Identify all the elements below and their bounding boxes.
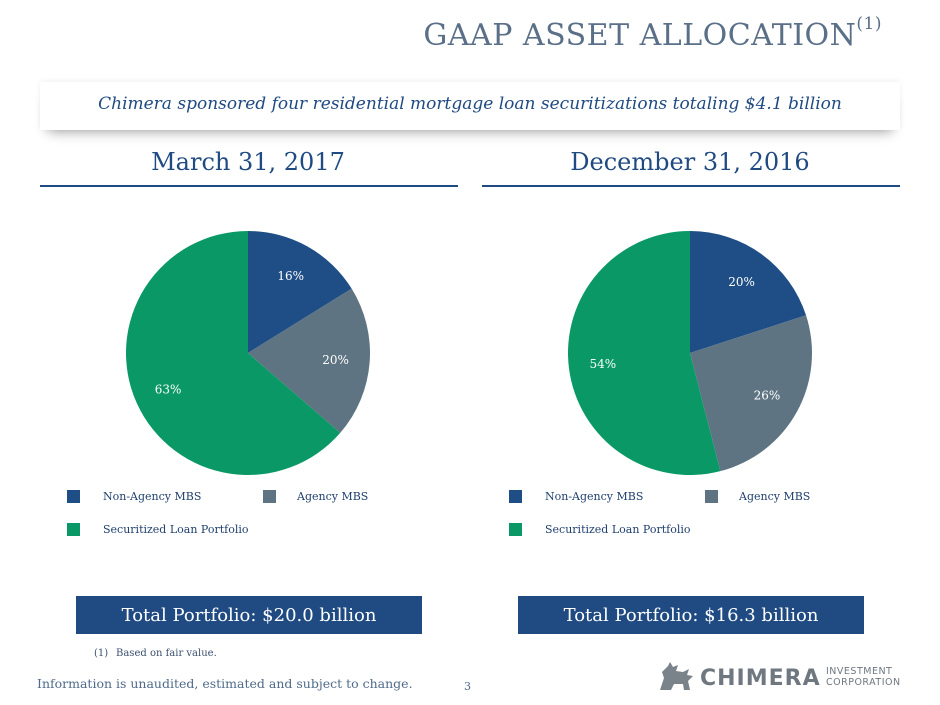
chart-1-title: March 31, 2017 [151,148,345,176]
slice-agency-mbs [690,315,812,472]
page-number: 3 [464,680,471,693]
legend-label: Agency MBS [739,490,811,503]
chart-1-rule [40,185,458,187]
footnote-text: Based on fair value. [116,648,217,659]
legend-label: Securitized Loan Portfolio [545,523,691,536]
legend-swatch [263,490,276,503]
data-label: 20% [322,353,349,367]
footnote: (1) Based on fair value. [94,648,217,659]
legend-label: Securitized Loan Portfolio [103,523,249,536]
pie-chart-march-2017: 16% 20% 63% [125,231,370,475]
chart-2-rule [482,185,900,187]
slice-securitized-loan-portfolio [125,231,341,475]
chart-2-title: December 31, 2016 [570,148,810,176]
chart-2-legend: Non-Agency MBS Agency MBS Securitized Lo… [480,488,900,548]
banner-text: Chimera sponsored four residential mortg… [98,94,842,114]
legend-swatch [509,490,522,503]
legend-label: Non-Agency MBS [545,490,644,503]
page-title: GAAP ASSET ALLOCATION(1) [423,14,882,53]
legend-swatch [67,490,80,503]
title-footnote-ref: (1) [856,14,882,34]
chart-1-legend: Non-Agency MBS Agency MBS Securitized Lo… [38,488,458,548]
total-portfolio-december-2016: Total Portfolio: $16.3 billion [518,596,864,634]
pie-chart-december-2016: 20% 26% 54% [567,231,812,475]
slice-non-agency-mbs [248,231,352,353]
logo-line-1: INVESTMENT [826,666,893,677]
slice-non-agency-mbs [690,231,807,353]
legend-swatch [67,523,80,536]
legend-swatch [509,523,522,536]
banner-box [40,82,900,130]
chimera-logo-icon [660,662,693,690]
data-label: 54% [590,357,617,371]
data-label: 26% [754,388,781,402]
disclaimer: Information is unaudited, estimated and … [37,676,413,691]
data-label: 16% [277,269,304,283]
legend-label: Non-Agency MBS [103,490,202,503]
slice-securitized-loan-portfolio [567,231,721,475]
footnote-number: (1) [94,648,109,659]
slice-agency-mbs [248,288,370,433]
legend-label: Agency MBS [297,490,369,503]
company-logo: CHIMERA INVESTMENT CORPORATION [656,660,912,694]
legend-swatch [705,490,718,503]
logo-line-2: CORPORATION [826,677,901,688]
total-portfolio-march-2017: Total Portfolio: $20.0 billion [76,596,422,634]
data-label: 63% [155,382,182,396]
data-label: 20% [728,275,755,289]
logo-wordmark: CHIMERA [700,666,821,691]
